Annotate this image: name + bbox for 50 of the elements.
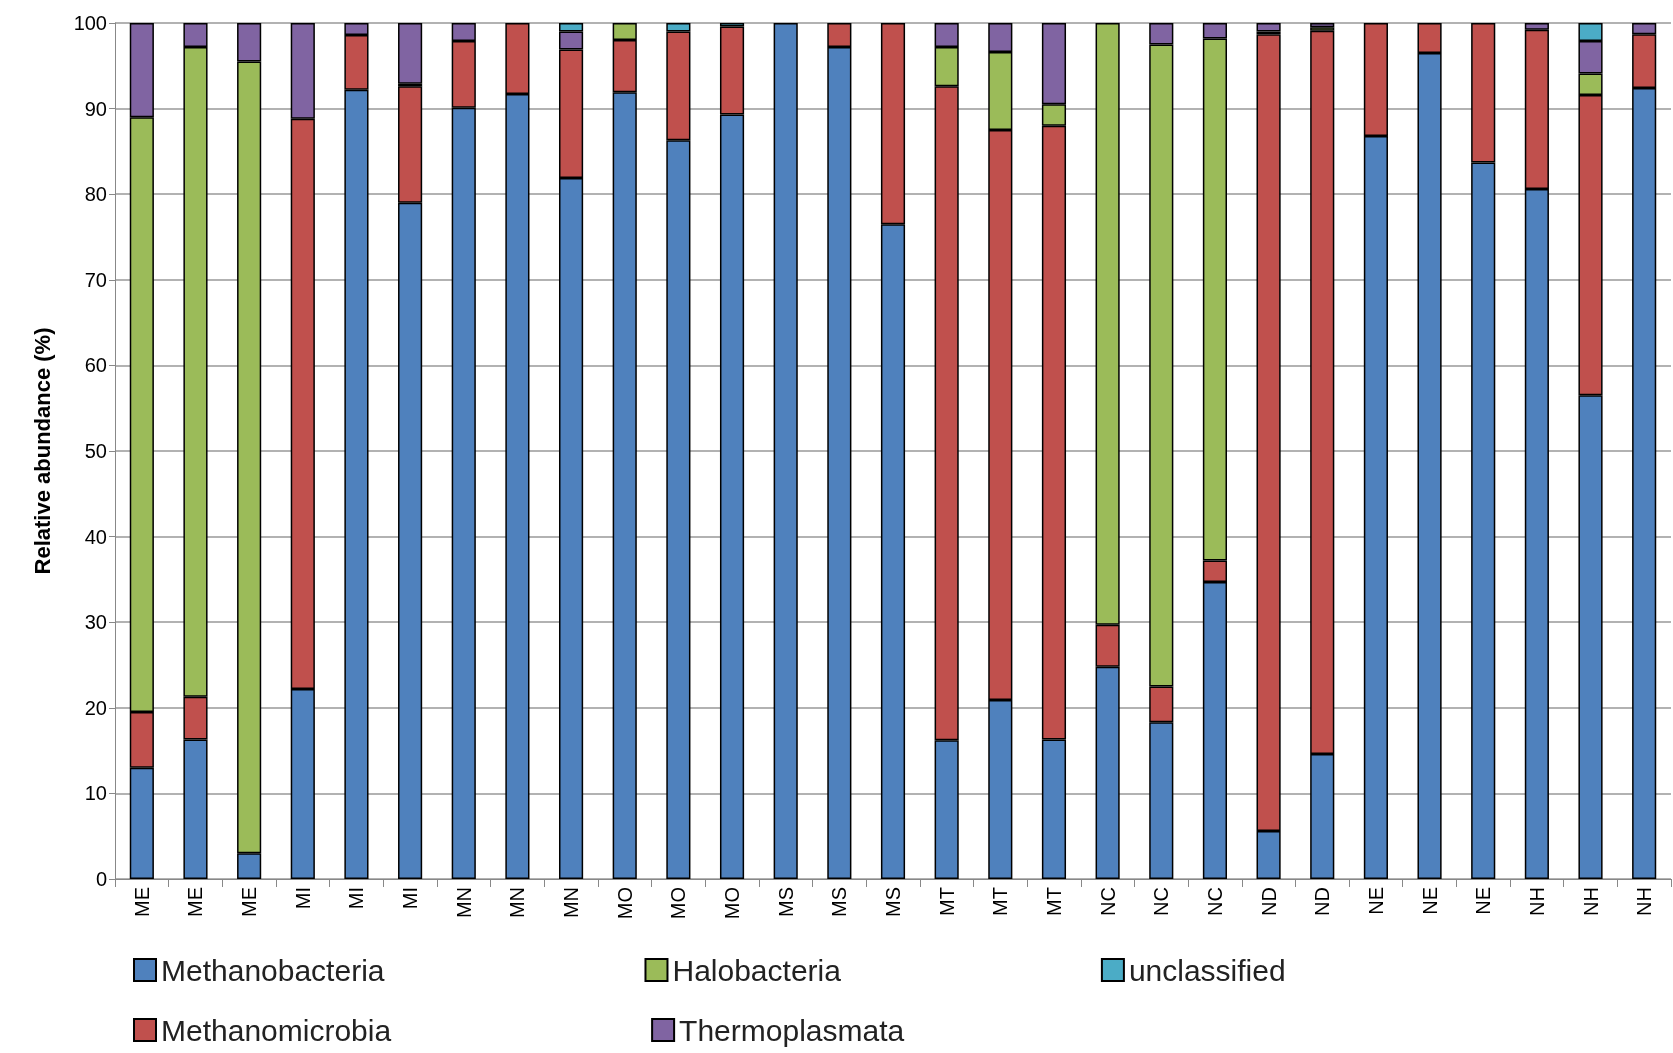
x-tick-label: MO	[667, 887, 690, 920]
y-tick-label: 40	[84, 525, 107, 548]
x-tick-label: NH	[1525, 887, 1548, 916]
y-tick-label: 20	[84, 696, 107, 719]
x-tick-label: MS	[882, 887, 904, 917]
x-tick-label: NH	[1579, 887, 1602, 916]
x-tick-label: MN	[452, 887, 475, 919]
x-tick-label: NC	[1096, 887, 1119, 916]
x-tick-label: NC	[1203, 887, 1226, 916]
y-tick-label: 60	[84, 354, 107, 377]
x-tick-label: MN	[506, 887, 529, 919]
x-tick-label: NC	[1150, 887, 1173, 916]
legend-label: unclassified	[1128, 953, 1286, 987]
x-tick-label: MT	[935, 887, 958, 916]
y-tick-label: 70	[84, 268, 107, 291]
x-tick-label: MI	[399, 887, 422, 910]
x-tick-label: ND	[1257, 887, 1280, 916]
x-tick-label: NE	[1472, 887, 1495, 915]
x-tick-label: ND	[1311, 887, 1334, 916]
y-tick-label: 30	[84, 611, 107, 634]
x-tick-label: MS	[774, 887, 797, 917]
x-tick-label: MO	[721, 887, 744, 920]
x-tick-label: MI	[345, 887, 368, 910]
legend-label: Methanomicrobia	[161, 1013, 392, 1047]
y-tick-label: 80	[84, 183, 107, 206]
x-tick-label: ME	[130, 887, 153, 917]
bar	[1310, 23, 1335, 28]
legend-label: Methanobacteria	[161, 953, 385, 987]
legend-label: Thermoplasmata	[679, 1013, 905, 1047]
x-tick-label: ME	[184, 887, 207, 917]
y-tick-label: 10	[84, 782, 107, 805]
x-tick-label: NE	[1418, 887, 1441, 915]
x-tick-label: MT	[989, 887, 1012, 916]
y-tick-label: 50	[84, 440, 107, 462]
legend-label: Halobacteria	[672, 953, 842, 987]
x-tick-label: MN	[560, 887, 583, 919]
y-tick-label: 100	[73, 12, 107, 34]
bar	[773, 23, 798, 879]
x-tick-label: MS	[828, 887, 851, 917]
x-tick-label: MT	[1042, 887, 1065, 916]
x-tick-label: NE	[1364, 887, 1387, 915]
x-tick-label: NH	[1633, 887, 1656, 916]
x-tick-label: MI	[291, 887, 314, 910]
y-tick-label: 90	[84, 97, 107, 120]
y-axis-title: Relative abundance (%)	[29, 327, 55, 575]
bar	[398, 23, 423, 84]
y-tick-label: 0	[95, 868, 107, 890]
x-tick-label: MO	[613, 887, 636, 920]
x-tick-label: ME	[238, 887, 261, 917]
bar	[1256, 23, 1281, 32]
